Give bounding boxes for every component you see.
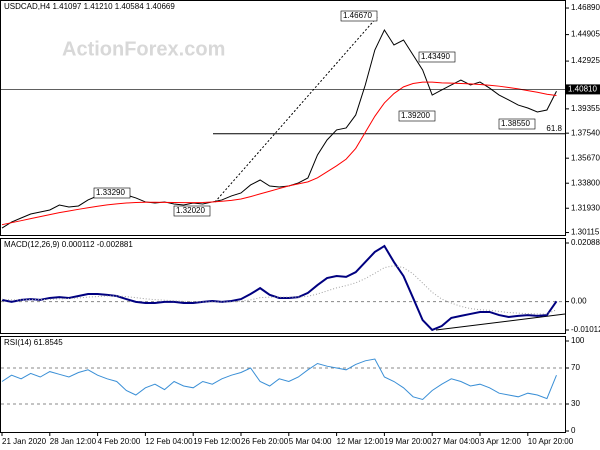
series-line bbox=[1, 265, 557, 315]
y-tick-label: 0.020884 bbox=[571, 238, 600, 247]
y-tick-label: 1.42925 bbox=[571, 56, 600, 65]
annotation-label: 1.38550 bbox=[501, 119, 530, 128]
y-tick-label: 1.31930 bbox=[571, 203, 600, 212]
rsi-panel bbox=[0, 336, 566, 433]
x-tick-label: 4 Feb 20:00 bbox=[98, 437, 141, 446]
annotation-box bbox=[173, 205, 211, 217]
x-tick-label: 21 Jan 2020 bbox=[2, 437, 47, 446]
annotation-label: 1.33290 bbox=[96, 188, 125, 197]
price-title: USDCAD,H4 1.41097 1.41210 1.40584 1.4066… bbox=[4, 2, 175, 11]
fib-label: 61.8 bbox=[546, 124, 562, 133]
y-tick-label: 0.00 bbox=[571, 297, 587, 306]
y-tick-label: 70 bbox=[571, 363, 580, 372]
annotation-box bbox=[498, 118, 536, 130]
x-tick-label: 26 Feb 20:00 bbox=[241, 437, 289, 446]
x-tick-label: 3 Apr 12:00 bbox=[480, 437, 521, 446]
price-panel bbox=[0, 0, 566, 236]
y-tick-label: 0 bbox=[571, 426, 576, 435]
y-tick-label: 1.44905 bbox=[571, 30, 600, 39]
series-line bbox=[1, 244, 558, 332]
annotation-label: 1.32020 bbox=[176, 206, 205, 215]
annotation-box bbox=[340, 10, 378, 22]
rsi-title: RSI(14) 61.8545 bbox=[4, 338, 63, 347]
trend-line bbox=[214, 15, 379, 203]
annotation-label: 1.43490 bbox=[421, 52, 450, 61]
annotation-box bbox=[398, 110, 436, 122]
current-price-box bbox=[566, 84, 600, 95]
watermark: ActionForex.com bbox=[62, 38, 225, 60]
macd-panel bbox=[0, 238, 566, 334]
annotation-label: 1.39200 bbox=[401, 111, 430, 120]
annotation-box bbox=[418, 51, 456, 63]
macd-trend-line bbox=[435, 313, 566, 331]
y-tick-label: 100 bbox=[571, 336, 585, 345]
series-line bbox=[1, 358, 557, 401]
y-tick-label: 1.46890 bbox=[571, 3, 600, 12]
y-tick-label: 1.33800 bbox=[571, 178, 600, 187]
x-tick-label: 12 Mar 12:00 bbox=[337, 437, 385, 446]
y-tick-label: 1.30115 bbox=[571, 228, 600, 237]
y-tick-label: 1.39355 bbox=[571, 104, 600, 113]
x-tick-label: 28 Jan 12:00 bbox=[50, 437, 97, 446]
x-tick-label: 12 Feb 04:00 bbox=[145, 437, 193, 446]
x-tick-label: 19 Feb 12:00 bbox=[193, 437, 241, 446]
current-price-label: 1.40810 bbox=[568, 85, 597, 94]
x-tick-label: 27 Mar 04:00 bbox=[432, 437, 480, 446]
x-tick-label: 10 Apr 20:00 bbox=[528, 437, 574, 446]
y-tick-label: 30 bbox=[571, 399, 580, 408]
y-tick-label: -0.010121 bbox=[571, 325, 600, 334]
annotation-label: 1.46670 bbox=[343, 11, 372, 20]
x-tick-label: 5 Mar 04:00 bbox=[289, 437, 332, 446]
y-tick-label: 1.35670 bbox=[571, 153, 600, 162]
y-tick-label: 1.37540 bbox=[571, 128, 600, 137]
x-tick-label: 19 Mar 20:00 bbox=[384, 437, 432, 446]
macd-title: MACD(12,26,9) 0.000112 -0.002881 bbox=[4, 240, 133, 249]
series-line bbox=[1, 81, 557, 226]
annotation-box bbox=[93, 187, 131, 199]
